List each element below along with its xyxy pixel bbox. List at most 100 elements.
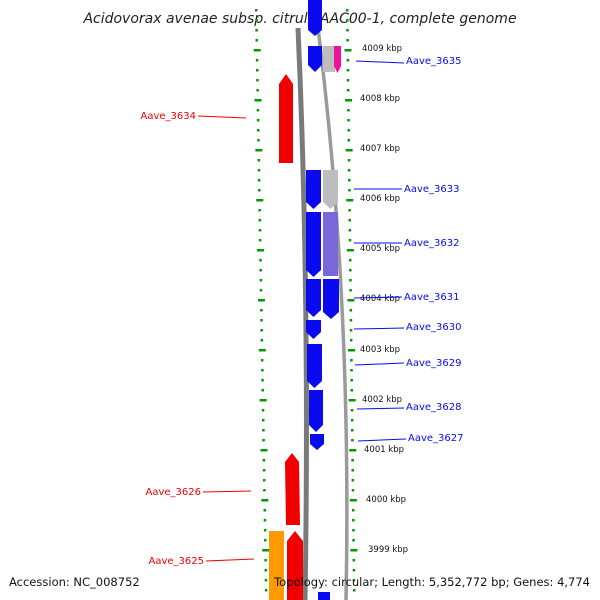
scale-tick-major <box>344 49 352 52</box>
scale-tick-minor <box>346 19 349 22</box>
scale-tick-minor <box>351 439 354 442</box>
gene-label-line <box>202 490 252 493</box>
scale-tick-minor <box>260 339 264 342</box>
gene-label-aave-3635[interactable]: Aave_3635 <box>406 56 462 67</box>
gene-feature[interactable] <box>287 531 303 600</box>
scale-tick-minor <box>352 529 355 532</box>
gene-feature[interactable] <box>310 434 324 450</box>
scale-tick-minor <box>346 59 350 62</box>
scale-tick-minor <box>348 239 352 242</box>
gene-label-line <box>353 296 403 299</box>
gene-label-aave-3634[interactable]: Aave_3634 <box>141 111 197 122</box>
scale-tick-minor <box>264 559 267 562</box>
gene-label-line <box>357 438 407 442</box>
gene-label-aave-3631[interactable]: Aave_3631 <box>404 292 460 303</box>
gene-feature[interactable] <box>279 74 293 163</box>
gene-feature-orange[interactable] <box>269 531 284 600</box>
gene-feature[interactable] <box>306 170 321 209</box>
gene-label-aave-3632[interactable]: Aave_3632 <box>404 238 460 249</box>
scale-tick-minor <box>263 519 267 522</box>
scale-tick-major <box>350 549 358 552</box>
gene-label-aave-3629[interactable]: Aave_3629 <box>406 358 462 369</box>
gene-feature[interactable] <box>309 390 323 432</box>
scale-tick-minor <box>348 219 351 222</box>
gene-label-aave-3630[interactable]: Aave_3630 <box>406 322 462 333</box>
scale-tick-major <box>253 49 261 52</box>
scale-tick-minor <box>352 589 356 592</box>
gene-label-line <box>356 407 405 410</box>
scale-tick-minor <box>257 159 261 162</box>
scale-tick-minor <box>264 589 268 592</box>
scale-label: 4008 kbp <box>360 94 400 104</box>
scale-tick-minor <box>351 479 355 482</box>
scale-tick-minor <box>347 119 350 122</box>
scale-tick-minor <box>262 459 266 462</box>
scale-tick-major <box>349 449 357 452</box>
scale-tick-minor <box>351 509 355 512</box>
scale-tick-minor <box>256 79 259 82</box>
scale-label: 3999 kbp <box>368 545 408 555</box>
scale-tick-major <box>255 149 263 152</box>
gene-label-aave-3627[interactable]: Aave_3627 <box>408 433 464 444</box>
scale-tick-minor <box>350 379 353 382</box>
scale-tick-minor <box>347 109 350 112</box>
scale-tick-minor <box>258 219 262 222</box>
scale-tick-minor <box>259 259 262 262</box>
gene-feature[interactable] <box>306 212 321 277</box>
scale-tick-minor <box>352 519 355 522</box>
gene-label-aave-3633[interactable]: Aave_3633 <box>404 184 460 195</box>
scale-tick-minor <box>349 319 353 322</box>
gene-feature[interactable] <box>308 0 322 36</box>
scale-tick-minor <box>351 429 354 432</box>
scale-tick-minor <box>264 579 268 582</box>
scale-tick-minor <box>258 239 262 242</box>
scale-tick-minor <box>260 329 263 332</box>
scale-tick-minor <box>263 489 266 492</box>
scale-tick-minor <box>256 89 259 92</box>
scale-tick-minor <box>257 129 260 132</box>
scale-tick-minor <box>260 309 263 312</box>
gene-feature-grey[interactable] <box>323 46 335 72</box>
scale-tick-minor <box>347 129 350 132</box>
gene-feature[interactable] <box>306 320 321 339</box>
scale-label: 4004 kbp <box>360 294 400 304</box>
gene-label-line <box>197 115 247 119</box>
scale-tick-minor <box>349 309 353 312</box>
gene-feature-magenta[interactable] <box>334 46 341 73</box>
gene-feature[interactable] <box>285 453 300 525</box>
scale-tick-major <box>347 299 355 302</box>
scale-label: 4007 kbp <box>360 144 400 154</box>
scale-tick-minor <box>261 419 265 422</box>
scale-tick-minor <box>351 489 355 492</box>
scale-tick-minor <box>256 119 260 122</box>
gene-label-aave-3625[interactable]: Aave_3625 <box>149 556 205 567</box>
scale-ticks-right <box>344 9 358 592</box>
gene-label-aave-3628[interactable]: Aave_3628 <box>406 402 462 413</box>
scale-tick-major <box>261 499 269 502</box>
scale-tick-minor <box>259 279 263 282</box>
scale-tick-minor <box>262 429 265 432</box>
gene-feature[interactable] <box>306 279 321 317</box>
scale-tick-minor <box>352 559 356 562</box>
gene-feature[interactable] <box>308 46 322 72</box>
scale-tick-minor <box>258 229 262 232</box>
gene-feature[interactable] <box>318 592 330 600</box>
scale-tick-major <box>260 449 268 452</box>
gene-feature-grey[interactable] <box>323 170 338 209</box>
scale-tick-major <box>258 349 266 352</box>
reverse-strand-genes <box>269 74 303 600</box>
scale-label: 4002 kbp <box>362 395 402 405</box>
accession-text: Accession: NC_008752 <box>9 575 140 589</box>
gene-feature[interactable] <box>307 344 322 388</box>
gene-feature-purple[interactable] <box>323 212 338 276</box>
scale-ticks-left <box>253 9 270 592</box>
forward-strand-genes <box>306 0 341 600</box>
scale-tick-minor <box>346 39 349 42</box>
scale-tick-minor <box>348 259 352 262</box>
gene-feature[interactable] <box>323 279 339 319</box>
gene-label-aave-3626[interactable]: Aave_3626 <box>146 487 202 498</box>
scale-tick-minor <box>351 459 354 462</box>
scale-tick-major <box>257 299 265 302</box>
scale-tick-minor <box>262 469 266 472</box>
